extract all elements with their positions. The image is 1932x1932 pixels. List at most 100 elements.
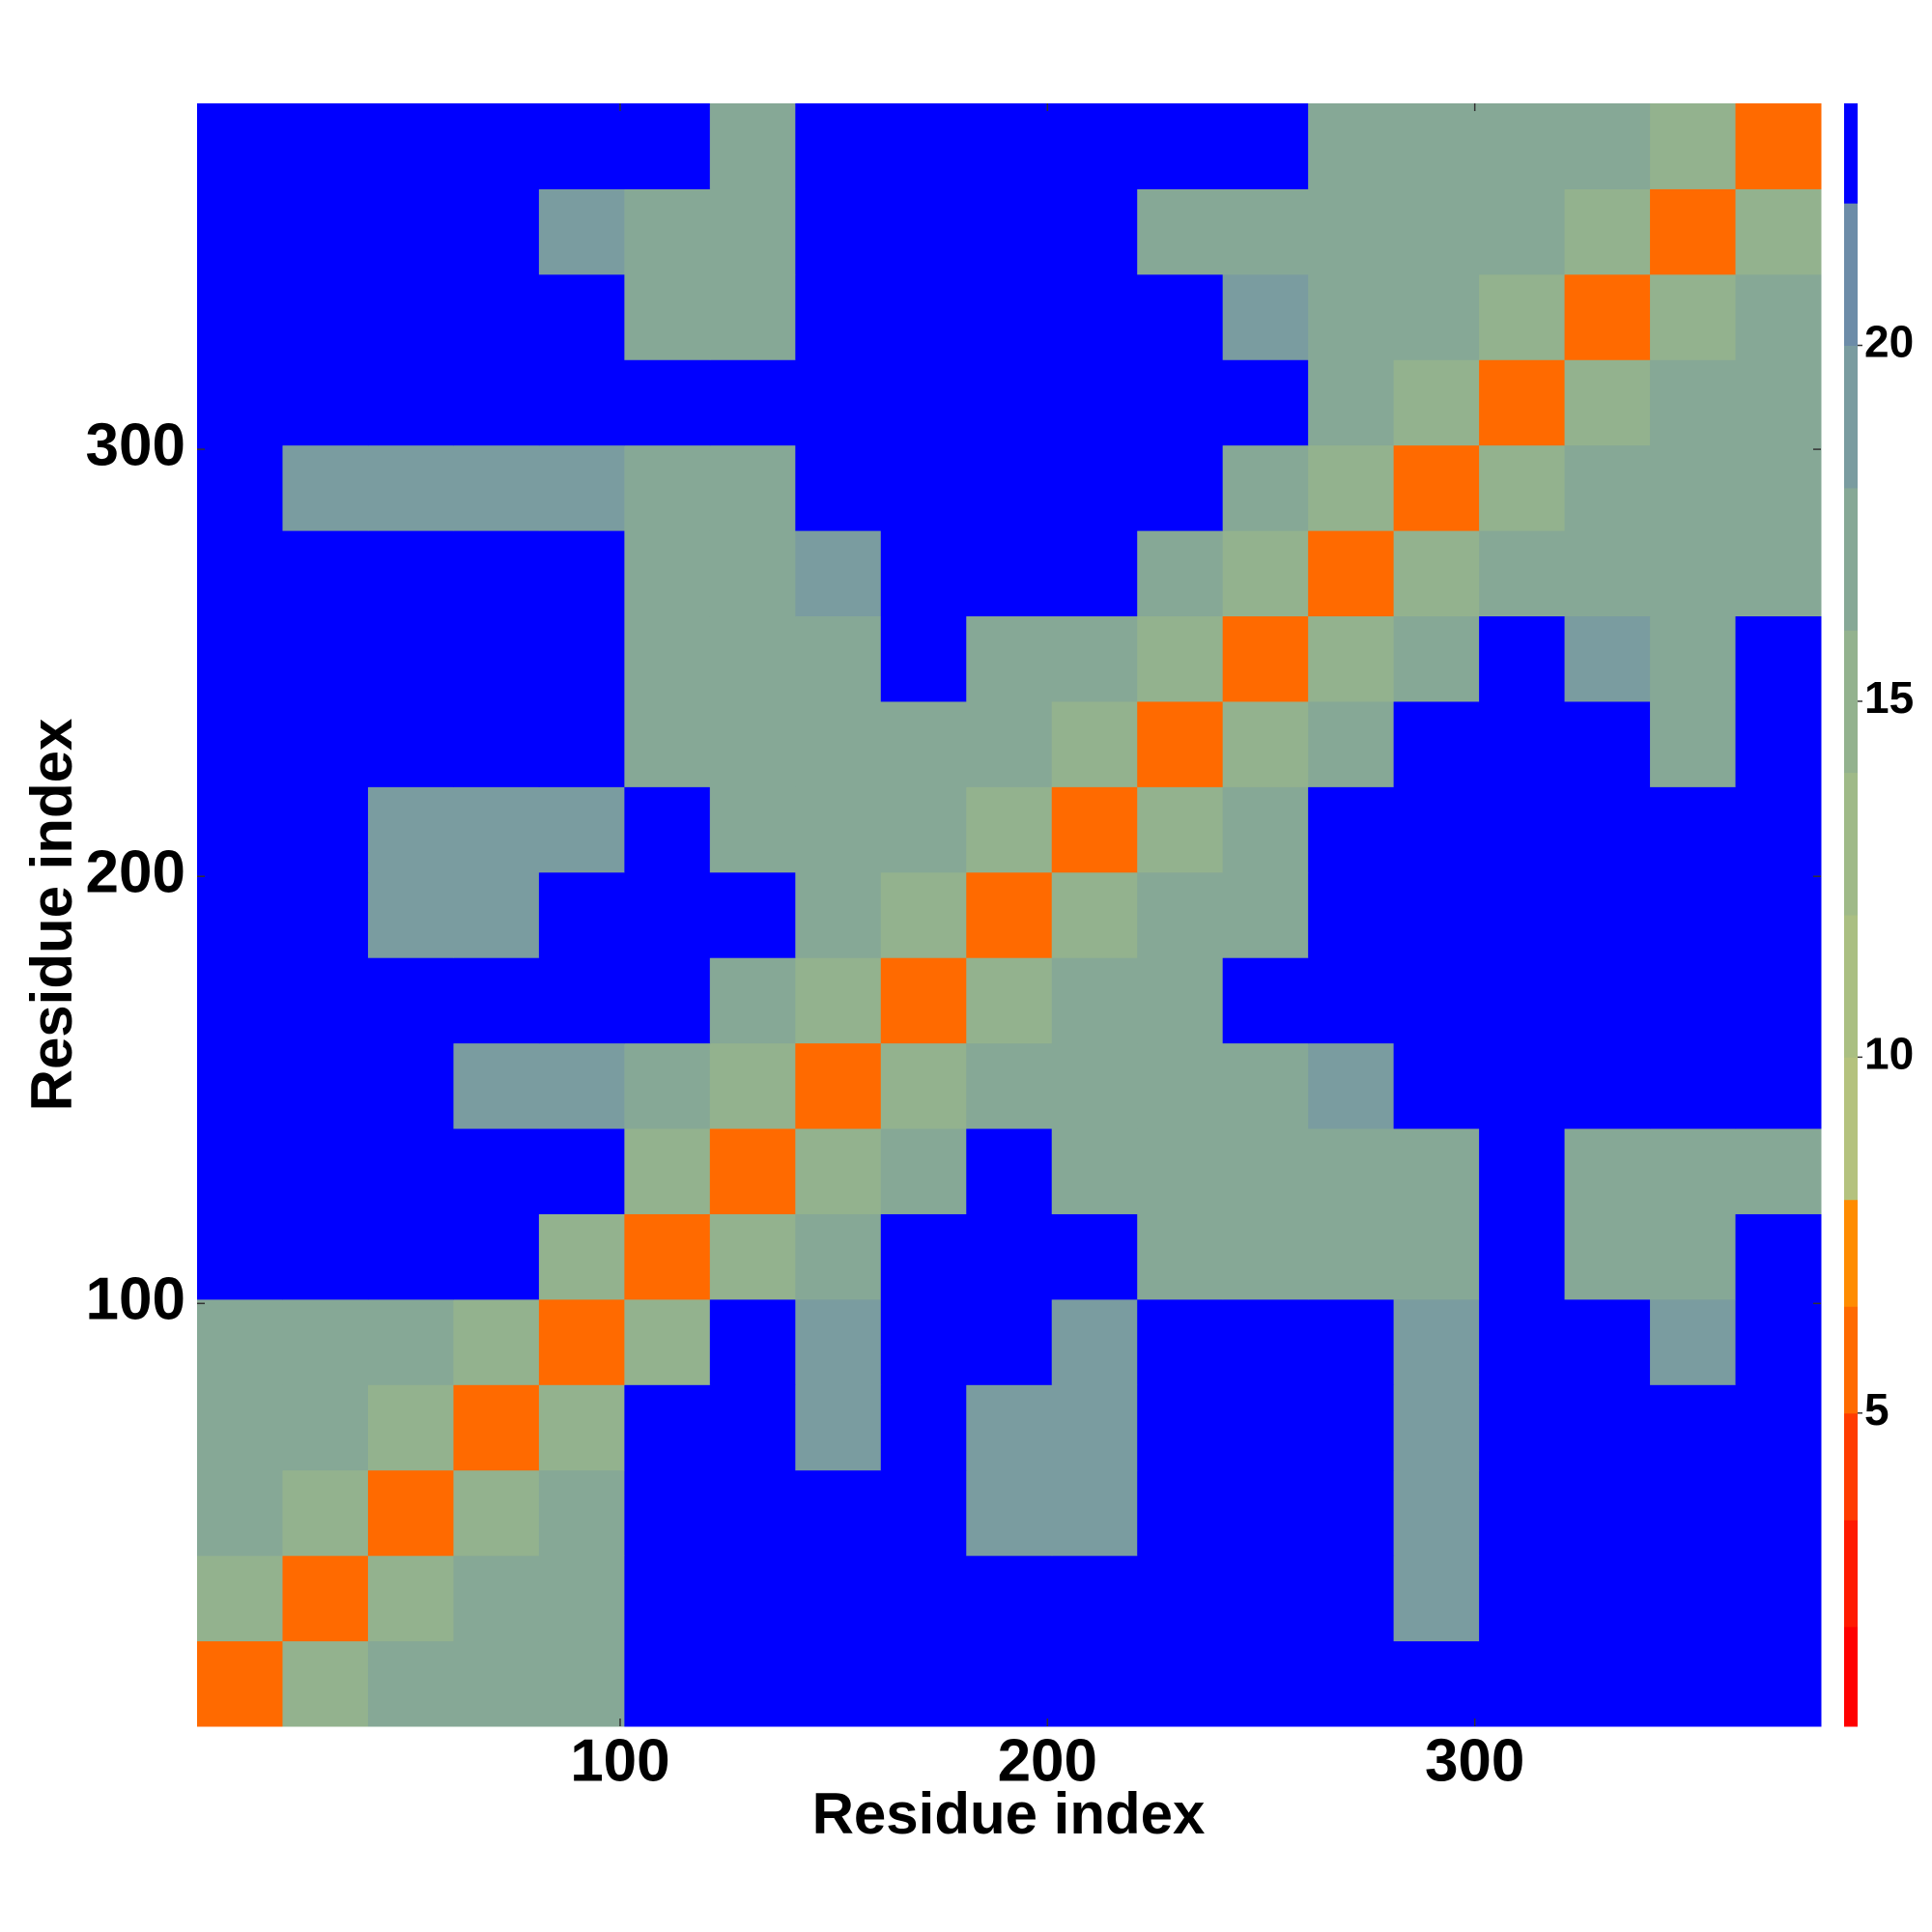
heatmap-cell [453, 1042, 540, 1129]
heatmap-cell [1051, 1640, 1138, 1727]
heatmap-cell [880, 1298, 967, 1385]
heatmap-cell [1308, 359, 1395, 446]
heatmap-cell [1051, 1213, 1138, 1300]
heatmap-cell [709, 1640, 796, 1727]
heatmap-cell [1051, 700, 1138, 787]
heatmap-cell [966, 1213, 1053, 1300]
y-tick-label: 200 [86, 839, 185, 906]
heatmap-cell [1308, 957, 1395, 1044]
heatmap-cell [1735, 359, 1822, 446]
heatmap-cell [367, 1213, 454, 1300]
heatmap-cell [1222, 871, 1309, 958]
heatmap-cell [1222, 1640, 1309, 1727]
x-tick-label: 300 [1425, 1727, 1524, 1794]
heatmap-cell [1564, 700, 1651, 787]
heatmap-cell [709, 1469, 796, 1556]
heatmap-cell [453, 1469, 540, 1556]
heatmap-cell [966, 1555, 1053, 1642]
heatmap-cell [795, 444, 882, 531]
heatmap-cell [367, 359, 454, 446]
heatmap-cell [1393, 1555, 1480, 1642]
heatmap-cell [1564, 786, 1651, 873]
heatmap-cell [709, 359, 796, 446]
heatmap-cell [880, 1555, 967, 1642]
heatmap-cell [1650, 530, 1737, 617]
heatmap-cell [709, 530, 796, 617]
heatmap-cell [795, 1469, 882, 1556]
heatmap-cell [282, 1640, 369, 1727]
heatmap-cell [1308, 1213, 1395, 1300]
x-tick-label: 200 [998, 1727, 1097, 1794]
colorbar-segment [1844, 915, 1858, 1058]
heatmap-cell [1393, 273, 1480, 360]
heatmap-cell [966, 359, 1053, 446]
heatmap-cell [1308, 1298, 1395, 1385]
heatmap-cell [538, 786, 625, 873]
heatmap-cell [538, 615, 625, 702]
heatmap-cell [538, 1384, 625, 1471]
heatmap-cell [1137, 871, 1224, 958]
x-tick-label: 100 [570, 1727, 669, 1794]
heatmap-cell [795, 615, 882, 702]
heatmap-cell [1308, 871, 1395, 958]
heatmap-cell [1393, 786, 1480, 873]
heatmap-cell [1650, 871, 1737, 958]
heatmap-cell [880, 103, 967, 189]
heatmap-cell [1137, 103, 1224, 189]
heatmap-cell [709, 786, 796, 873]
heatmap-cell [367, 957, 454, 1044]
heatmap-cell [1137, 786, 1224, 873]
heatmap-cell [966, 700, 1053, 787]
heatmap-cell [367, 700, 454, 787]
heatmap-cell [1308, 700, 1395, 787]
heatmap-cell [1051, 188, 1138, 275]
heatmap-cell [197, 1384, 283, 1471]
heatmap-cell [282, 1555, 369, 1642]
heatmap-cell [1735, 188, 1822, 275]
heatmap-cell [624, 957, 711, 1044]
heatmap-cell [624, 700, 711, 787]
heatmap-cell [367, 1128, 454, 1214]
heatmap-cell [1479, 786, 1566, 873]
heatmap-cell [1051, 1555, 1138, 1642]
heatmap-cell [795, 359, 882, 446]
heatmap-cell [966, 957, 1053, 1044]
heatmap-cell [282, 786, 369, 873]
colorbar-segment [1844, 1412, 1858, 1520]
heatmap-cell [795, 273, 882, 360]
heatmap-cell [197, 1469, 283, 1556]
heatmap-cell [1051, 359, 1138, 446]
heatmap-cell [709, 615, 796, 702]
heatmap-cell [1564, 1640, 1651, 1727]
heatmap-cell [367, 1640, 454, 1727]
heatmap-cell [282, 1298, 369, 1385]
heatmap-cell [1650, 957, 1737, 1044]
heatmap-cell [1650, 615, 1737, 702]
heatmap-cell [1051, 1384, 1138, 1471]
colorbar-segment [1844, 487, 1858, 631]
heatmap-cell [624, 1555, 711, 1642]
heatmap-cell [795, 1298, 882, 1385]
heatmap-cell [1393, 1128, 1480, 1214]
heatmap-cell [538, 103, 625, 189]
heatmap-cell [1650, 786, 1737, 873]
heatmap-cell [709, 1384, 796, 1471]
heatmap-cell [1222, 1213, 1309, 1300]
heatmap-cell [1564, 530, 1651, 617]
heatmap-cell [1137, 530, 1224, 617]
heatmap-cell [1735, 1298, 1822, 1385]
heatmap-cell [1564, 871, 1651, 958]
heatmap-cell [1479, 871, 1566, 958]
heatmap-cell [624, 1469, 711, 1556]
heatmap-cell [1051, 1042, 1138, 1129]
heatmap-cell [1137, 1042, 1224, 1129]
heatmap-cell [197, 1128, 283, 1214]
heatmap-cell [880, 1384, 967, 1471]
heatmap-cell [1308, 444, 1395, 531]
heatmap-cell [966, 786, 1053, 873]
heatmap-cell [282, 615, 369, 702]
heatmap-cell [1393, 871, 1480, 958]
heatmap-cell [538, 1555, 625, 1642]
colorbar-segment [1844, 103, 1858, 204]
heatmap-cell [538, 188, 625, 275]
